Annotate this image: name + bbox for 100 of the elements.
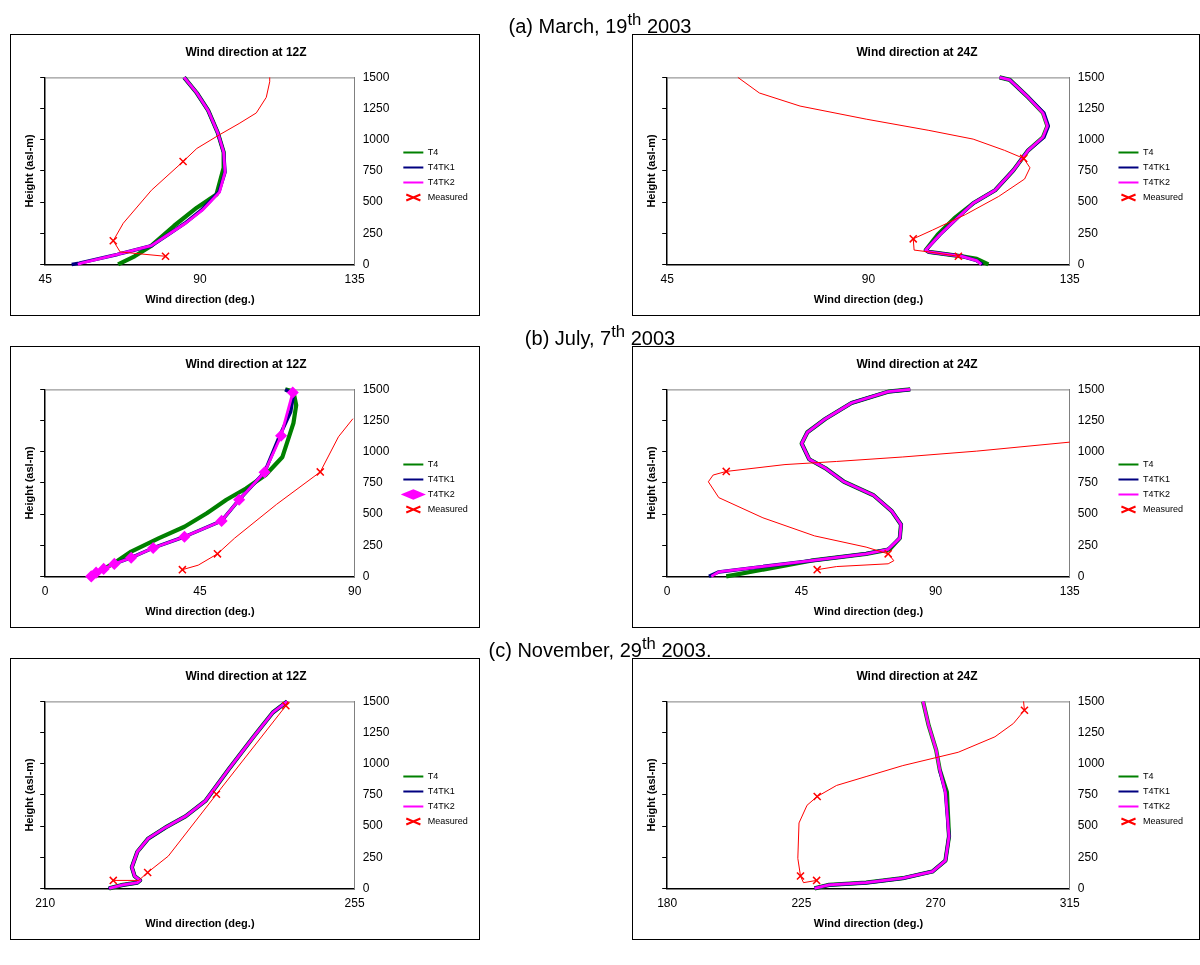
y-tick-label: 0 — [1077, 568, 1085, 583]
x-tick-label: 270 — [925, 895, 946, 910]
y-tick-label: 0 — [362, 568, 370, 583]
legend-label: Measured — [1142, 191, 1184, 202]
x-tick-label: 90 — [347, 583, 362, 598]
y-tick-label: 750 — [362, 787, 383, 802]
x-tick-label: 45 — [193, 583, 207, 598]
chart-title: Wind direction at 24Z — [856, 356, 978, 371]
x-tick-label: 45 — [794, 583, 809, 598]
y-tick-label: 500 — [1077, 194, 1099, 209]
y-tick-label: 250 — [1077, 225, 1099, 240]
y-tick-label: 750 — [362, 163, 383, 178]
x-tick-label: 180 — [657, 895, 678, 910]
y-tick-label: 500 — [1077, 506, 1099, 521]
y-tick-label: 1250 — [1077, 412, 1105, 427]
x-tick-label: 45 — [660, 271, 675, 286]
legend-label: T4TK2 — [427, 800, 455, 811]
legend-label: Measured — [427, 815, 468, 826]
x-tick-label: 255 — [344, 895, 365, 910]
y-tick-label: 1250 — [362, 412, 390, 427]
legend-label: T4 — [427, 458, 439, 469]
legend-label: T4 — [427, 146, 439, 157]
y-tick-label: 250 — [362, 849, 383, 864]
legend-label: T4TK1 — [1142, 161, 1170, 172]
x-tick-label: 90 — [928, 583, 943, 598]
y-tick-label: 1500 — [1077, 69, 1105, 84]
x-axis-title: Wind direction (deg.) — [145, 293, 255, 306]
y-tick-label: 500 — [362, 818, 383, 833]
y-tick-label: 500 — [1077, 818, 1099, 833]
x-tick-label: 90 — [193, 271, 207, 286]
x-tick-label: 210 — [35, 895, 56, 910]
y-tick-label: 0 — [1077, 880, 1085, 895]
legend-label: T4 — [1142, 770, 1154, 781]
y-tick-label: 1000 — [362, 132, 390, 147]
y-tick-label: 750 — [362, 475, 383, 490]
x-axis-title: Wind direction (deg.) — [813, 605, 924, 618]
y-tick-label: 1000 — [1077, 132, 1105, 147]
legend-label: Measured — [427, 503, 468, 514]
y-tick-label: 1500 — [1077, 381, 1105, 396]
legend-label: Measured — [1142, 503, 1184, 514]
x-tick-label: 45 — [38, 271, 53, 286]
x-tick-label: 135 — [1059, 583, 1081, 598]
y-tick-label: 250 — [1077, 537, 1099, 552]
chart-title: Wind direction at 12Z — [185, 44, 307, 59]
y-tick-label: 1250 — [362, 100, 390, 115]
y-tick-label: 250 — [362, 537, 383, 552]
legend-label: T4TK1 — [427, 785, 455, 796]
y-tick-label: 750 — [1077, 163, 1099, 178]
legend-label: T4TK1 — [1142, 473, 1170, 484]
x-tick-label: 90 — [861, 271, 876, 286]
x-tick-label: 135 — [344, 271, 365, 286]
legend-label: Measured — [1142, 815, 1184, 826]
legend-label: T4TK2 — [427, 488, 455, 499]
legend-label: T4TK1 — [427, 161, 455, 172]
y-tick-label: 1000 — [362, 756, 390, 771]
y-tick-label: 1000 — [1077, 756, 1105, 771]
y-tick-label: 1500 — [362, 69, 390, 84]
y-tick-label: 250 — [1077, 849, 1099, 864]
y-tick-label: 1250 — [1077, 724, 1105, 739]
chart-title: Wind direction at 12Z — [185, 356, 307, 371]
y-tick-label: 750 — [1077, 787, 1099, 802]
x-axis-title: Wind direction (deg.) — [145, 605, 255, 618]
chart-title: Wind direction at 24Z — [856, 668, 978, 683]
legend-label: Measured — [427, 191, 468, 202]
y-tick-label: 1500 — [1077, 693, 1105, 708]
x-axis-title: Wind direction (deg.) — [145, 917, 255, 930]
x-axis-title: Wind direction (deg.) — [813, 917, 924, 930]
y-tick-label: 1250 — [1077, 100, 1105, 115]
y-tick-label: 1000 — [1077, 444, 1105, 459]
x-tick-label: 315 — [1059, 895, 1081, 910]
legend-label: T4TK1 — [1142, 785, 1170, 796]
chart-title: Wind direction at 12Z — [185, 668, 307, 683]
y-axis-title: Height (asl-m) — [644, 133, 657, 208]
x-tick-label: 135 — [1059, 271, 1081, 286]
y-tick-label: 500 — [362, 506, 383, 521]
legend-label: T4TK2 — [1142, 176, 1170, 187]
y-tick-label: 1500 — [362, 693, 390, 708]
x-tick-label: 0 — [663, 583, 671, 598]
legend-label: T4TK2 — [1142, 800, 1170, 811]
y-tick-label: 250 — [362, 225, 383, 240]
x-axis-title: Wind direction (deg.) — [813, 293, 924, 306]
y-tick-label: 500 — [362, 194, 383, 209]
y-axis-title: Height (asl-m) — [644, 757, 657, 832]
y-tick-label: 750 — [1077, 475, 1099, 490]
legend-label: T4TK1 — [427, 473, 455, 484]
y-axis-title: Height (asl-m) — [22, 757, 35, 832]
chart-title: Wind direction at 24Z — [856, 44, 978, 59]
y-axis-title: Height (asl-m) — [22, 133, 35, 208]
text: (a) March, 19$^{th}$ 2003 — [507, 9, 693, 37]
y-tick-label: 0 — [362, 256, 370, 271]
text: (c) November, 29$^{th}$ 2003. — [487, 633, 713, 661]
legend-label: T4TK2 — [427, 176, 455, 187]
y-tick-label: 1250 — [362, 724, 390, 739]
y-axis-title: Height (asl-m) — [644, 445, 657, 520]
y-tick-label: 1000 — [362, 444, 390, 459]
y-tick-label: 1500 — [362, 381, 390, 396]
text: (b) July, 7$^{th}$ 2003 — [523, 321, 677, 349]
x-tick-label: 225 — [791, 895, 812, 910]
legend-label: T4TK2 — [1142, 488, 1170, 499]
legend-label: T4 — [1142, 146, 1154, 157]
